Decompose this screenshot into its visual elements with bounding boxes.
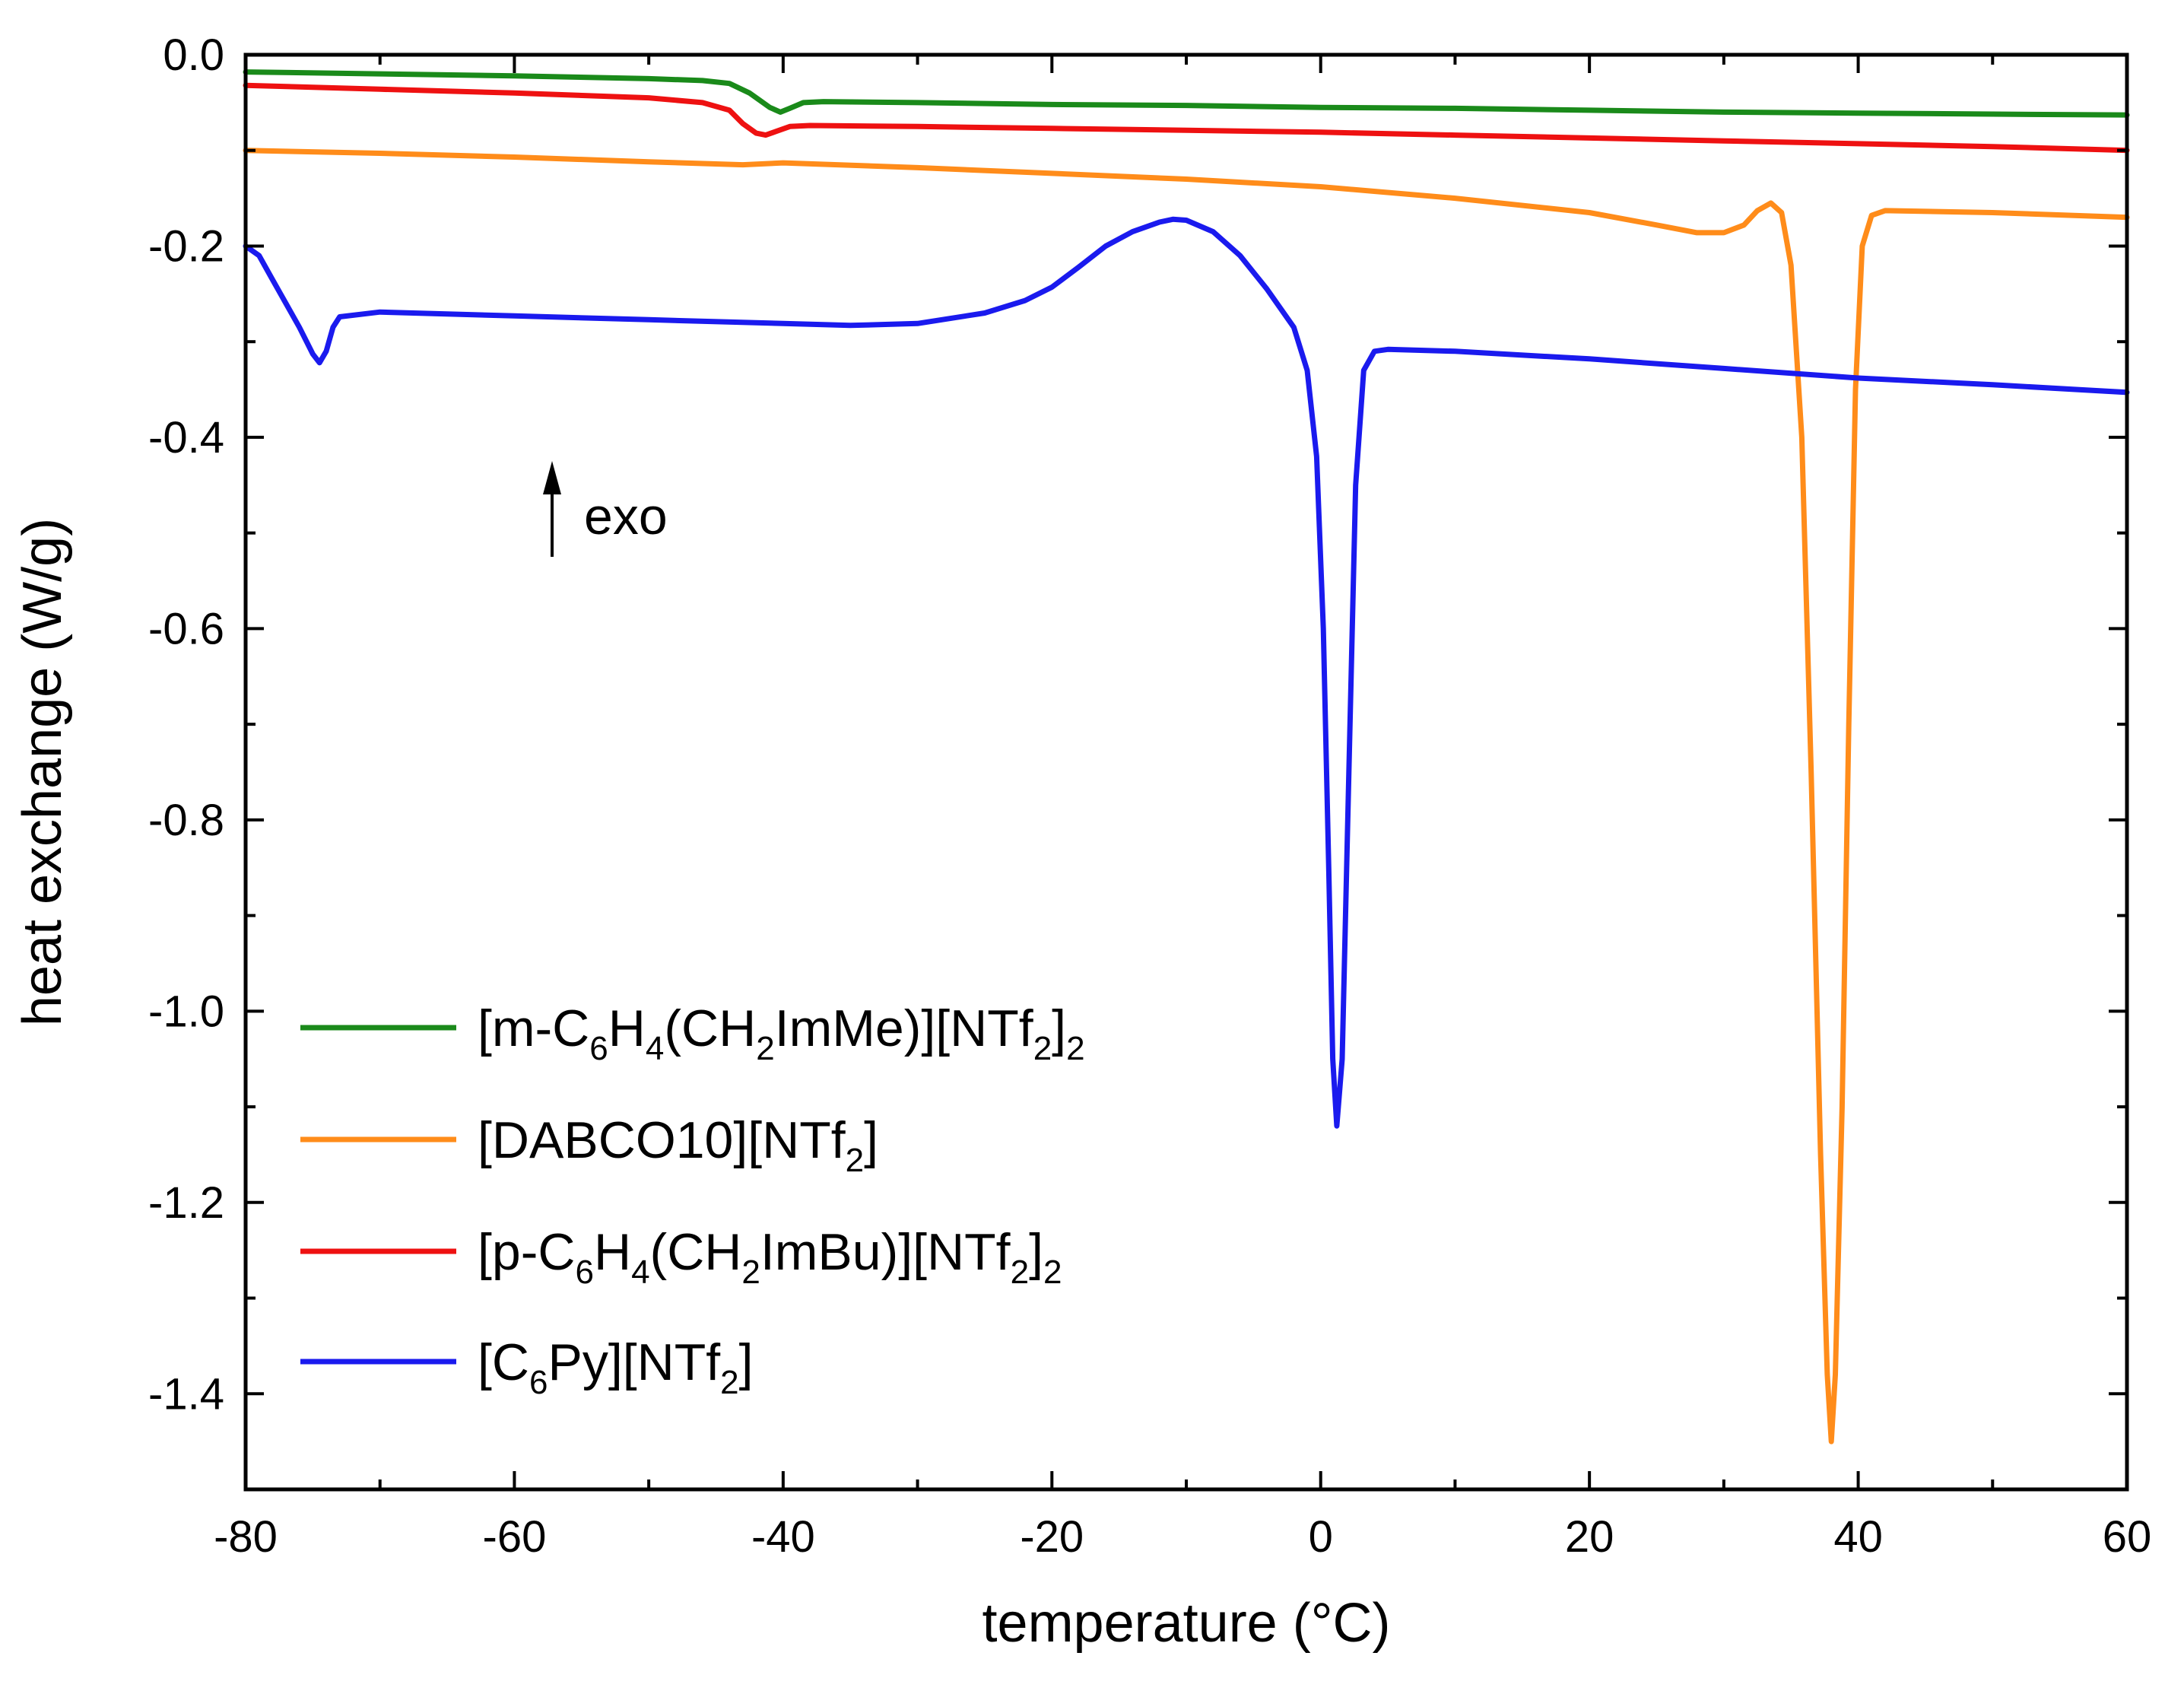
series-layer — [243, 69, 2130, 1445]
y-tick-label: -1.2 — [148, 1178, 224, 1228]
x-tick-label: 0 — [1309, 1512, 1333, 1562]
y-tick-label: -1.0 — [148, 987, 224, 1036]
legend-label-blue: [C6Py][NTf2] — [478, 1333, 754, 1401]
legend-label-green: [m-C6H4(CH2ImMe)][NTf2]2 — [478, 1000, 1085, 1067]
x-axis: -80 -60 -40 -20 0 20 40 60 — [214, 55, 2151, 1562]
series-line-orange — [243, 148, 2130, 1445]
x-axis-title: temperature (°C) — [982, 1593, 1391, 1654]
y-tick-label: -0.4 — [148, 413, 224, 462]
x-tick-label: 40 — [1833, 1512, 1883, 1562]
x-tick-label: -60 — [483, 1512, 547, 1562]
up-arrow-head-icon — [543, 461, 561, 494]
y-axis: 0.0 -0.2 -0.4 -0.6 -0.8 -1.0 -1.2 -1.4 — [148, 30, 2127, 1491]
x-tick-label: 60 — [2103, 1512, 2152, 1562]
y-axis-title: heat exchange (W/g) — [12, 518, 73, 1026]
y-tick-label: -0.6 — [148, 604, 224, 653]
y-tick-label: -0.2 — [148, 221, 224, 271]
series-line-green — [243, 69, 2130, 118]
exo-label: exo — [584, 488, 668, 545]
y-tick-label: -1.4 — [148, 1369, 224, 1419]
y-tick-label: 0.0 — [163, 30, 224, 80]
legend-label-orange: [DABCO10][NTf2] — [478, 1111, 878, 1179]
y-tick-label: -0.8 — [148, 796, 224, 845]
series-line-blue — [243, 216, 2130, 1129]
x-tick-label: 20 — [1565, 1512, 1614, 1562]
exo-annotation: exo — [543, 461, 668, 557]
x-tick-label: -80 — [214, 1512, 278, 1562]
x-tick-label: -20 — [1020, 1512, 1084, 1562]
legend: [m-C6H4(CH2ImMe)][NTf2]2 [DABCO10][NTf2] [… — [300, 1000, 1085, 1401]
series-line-red — [243, 82, 2130, 154]
legend-label-red: [p-C6H4(CH2ImBu)][NTf2]2 — [478, 1223, 1062, 1291]
x-tick-label: -40 — [751, 1512, 815, 1562]
